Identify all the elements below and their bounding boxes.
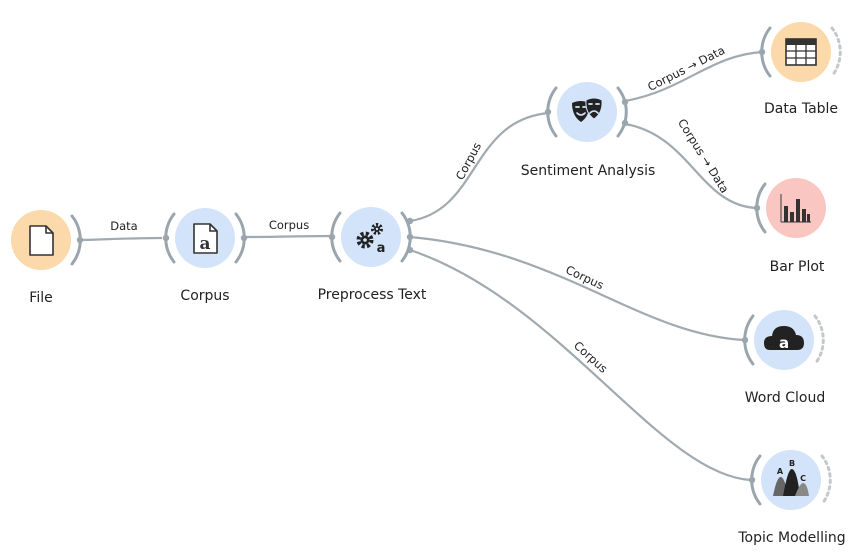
gears-a-icon: a	[356, 223, 386, 256]
widget-barplot-input-port[interactable]	[753, 204, 761, 212]
widget-preprocess-input-port[interactable]	[328, 233, 336, 241]
widget-corpus-input-port[interactable]	[162, 234, 170, 242]
link-preprocess-wordcloud[interactable]	[409, 235, 746, 342]
widget-wordcloud-output-ring	[813, 314, 825, 366]
link-label-file-corpus: Data	[110, 219, 137, 233]
widget-corpus-label: Corpus	[180, 288, 229, 304]
widget-wordcloud-input-port[interactable]	[741, 336, 749, 344]
table-icon	[785, 38, 817, 66]
widget-preprocess-output-port-2[interactable]	[406, 233, 414, 241]
link-preprocess-sentiment[interactable]	[409, 111, 550, 223]
file-icon	[29, 225, 54, 256]
widget-wordcloud-label: Word Cloud	[745, 390, 825, 406]
widget-data-table[interactable]: Data Table	[758, 22, 842, 117]
widget-topic-modelling[interactable]: A B C Topic Modelling	[737, 450, 846, 546]
widget-sentiment-output-port-1[interactable]	[621, 98, 629, 106]
widget-bar-plot[interactable]: Bar Plot	[753, 178, 826, 275]
widget-topic-label: Topic Modelling	[737, 530, 845, 546]
widget-datatable-input-port[interactable]	[758, 48, 766, 56]
widget-topic-output-ring	[820, 454, 832, 506]
svg-text:a: a	[199, 234, 210, 254]
abc-peaks-icon: A B C	[773, 459, 809, 496]
widget-corpus-output-port[interactable]	[240, 234, 248, 242]
svg-text:a: a	[779, 334, 789, 352]
widget-sentiment-label: Sentiment Analysis	[521, 163, 656, 179]
widget-topic-input-port[interactable]	[748, 476, 756, 484]
widget-sentiment-input-port[interactable]	[544, 108, 552, 116]
cloud-a-icon: a	[764, 326, 804, 352]
link-preprocess-topic[interactable]	[409, 248, 752, 482]
widget-file[interactable]: File	[11, 210, 84, 306]
svg-text:a: a	[377, 241, 386, 256]
widget-sentiment-analysis[interactable]: Sentiment Analysis	[521, 82, 656, 179]
theater-masks-icon	[572, 97, 603, 122]
widget-datatable-label: Data Table	[764, 101, 838, 117]
link-sentiment-barplot[interactable]	[624, 122, 757, 210]
svg-text:A: A	[777, 467, 784, 476]
link-file-corpus[interactable]	[81, 236, 163, 242]
widget-preprocess-output-port-1[interactable]	[406, 217, 414, 225]
widget-sentiment-output-ring	[616, 86, 628, 138]
bar-chart-icon	[780, 194, 811, 223]
link-sentiment-datatable[interactable]	[624, 50, 764, 103]
widget-datatable-output-ring	[830, 26, 842, 78]
link-label-sentiment-datatable: Corpus → Data	[645, 43, 727, 94]
widget-file-label: File	[29, 290, 52, 306]
link-corpus-preprocess[interactable]	[244, 234, 333, 239]
widget-sentiment-output-port-2[interactable]	[621, 119, 629, 127]
widget-preprocess-text[interactable]: a Preprocess Text	[318, 207, 427, 303]
link-label-corpus-preprocess: Corpus	[269, 218, 309, 232]
widget-preprocess-label: Preprocess Text	[318, 287, 427, 303]
widget-barplot-label: Bar Plot	[770, 259, 825, 275]
widget-corpus[interactable]: a Corpus	[162, 208, 248, 304]
widget-word-cloud[interactable]: a Word Cloud	[741, 310, 825, 406]
svg-text:B: B	[789, 459, 795, 468]
widget-preprocess-output-port-3[interactable]	[406, 246, 414, 254]
link-label-sentiment-barplot: Corpus → Data	[675, 116, 732, 195]
links: Data Corpus Corpus Corpus → Data Corpus …	[81, 43, 764, 482]
widget-file-output-port[interactable]	[76, 236, 84, 244]
document-a-icon: a	[193, 223, 218, 254]
svg-text:C: C	[800, 474, 806, 483]
